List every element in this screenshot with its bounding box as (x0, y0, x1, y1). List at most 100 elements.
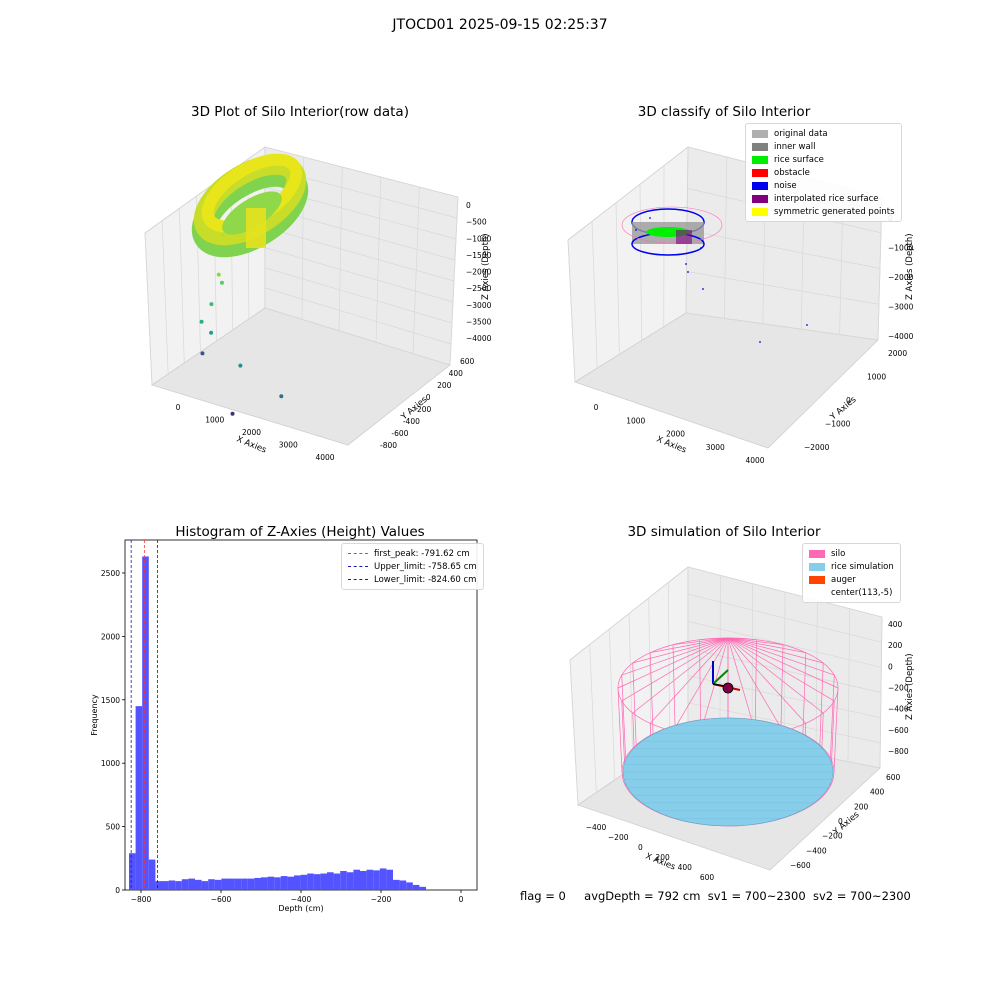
legend-entry: noise (752, 179, 895, 192)
noise-point (700, 247, 702, 249)
classify-y-tick-label: −2000 (804, 443, 830, 452)
sim-z-tick-label: −200 (888, 684, 909, 693)
histogram-bar (214, 879, 222, 890)
silo-wire (672, 644, 676, 726)
silo-wire (819, 662, 824, 746)
histogram-bar (287, 876, 294, 890)
silo-wire (755, 639, 757, 720)
raw-z-tick-label: −1000 (466, 234, 492, 243)
classify-y-tick-label: 0 (846, 396, 851, 405)
histogram-legend: first_peak: -791.62 cm Upper_limit: -758.… (341, 543, 484, 590)
histogram-y-label: Frequency (90, 694, 99, 736)
sim-z-tick-label: 0 (888, 662, 893, 671)
silo-wire (780, 644, 784, 726)
grid-line (686, 229, 881, 269)
raw-y-tick-label: 0 (426, 393, 431, 402)
classify-x-tick-label: 1000 (626, 416, 645, 425)
legend-entry: interpolated rice surface (752, 192, 895, 205)
legend-swatch (752, 181, 768, 190)
legend-label: rice simulation (831, 561, 894, 572)
grid-line (687, 648, 882, 693)
histogram-bar (313, 874, 321, 890)
sim-y-tick-label: −600 (790, 861, 811, 870)
classify-plot-title: 3D classify of Silo Interior (637, 104, 811, 120)
grid-line (615, 202, 620, 355)
x-tick-label: 0 (459, 895, 464, 904)
grid-line (687, 702, 881, 744)
grid-line (589, 644, 597, 793)
y-tick-label: 2000 (101, 632, 120, 641)
raw-x-tick-label: 3000 (279, 441, 298, 450)
histogram-bar (247, 878, 255, 890)
histogram-bar (379, 868, 387, 890)
avg-depth-text: avgDepth = 792 cm (584, 889, 701, 903)
histogram-bar (181, 879, 189, 890)
legend-entry: inner wall (752, 140, 895, 153)
histogram-bar (254, 877, 261, 890)
sim-z-tick-label: 200 (888, 641, 903, 650)
histogram-bar (412, 884, 420, 890)
silo-wire (830, 675, 835, 759)
silo-roof-wire (672, 637, 729, 732)
grid-line (687, 675, 881, 719)
histogram-bar (168, 880, 176, 890)
raw-z-tick-label: −2500 (466, 284, 492, 293)
histogram-bar (320, 873, 327, 890)
classify-x-tick-label: 2000 (666, 430, 685, 439)
raw-point (209, 302, 214, 307)
legend-entry: first_peak: -791.62 cm (348, 547, 477, 560)
histogram-bar (234, 878, 242, 890)
histogram-bar (142, 556, 149, 890)
grid-line (264, 267, 453, 324)
legend-entry: rice simulation (809, 560, 894, 573)
histogram-bar (333, 873, 341, 890)
classify-x-tick-label: 0 (594, 403, 599, 412)
raw-point (216, 272, 221, 277)
sim-y-tick-label: 400 (870, 788, 885, 797)
legend-label: inner wall (774, 141, 816, 152)
grid-line (569, 659, 579, 806)
silo-roof-wire (727, 637, 784, 646)
histogram-bar (208, 879, 215, 890)
legend-swatch (809, 589, 825, 597)
raw-z-tick-label: −4000 (466, 334, 492, 343)
sim-z-tick-label: 400 (888, 620, 903, 629)
y-tick-label: 2500 (101, 569, 120, 578)
histogram-bar (360, 870, 367, 890)
noise-point (687, 271, 689, 273)
noise-point (649, 217, 651, 219)
x-tick-label: −600 (211, 895, 232, 904)
grid-line (608, 628, 616, 781)
raw-point (200, 351, 205, 356)
raw-point (199, 319, 204, 324)
grid-line (567, 239, 576, 383)
raw-point (279, 394, 284, 399)
silo-roof-wire (727, 637, 824, 714)
legend-label: obstacle (774, 167, 810, 178)
histogram-bar (353, 869, 360, 890)
histogram-bar (406, 882, 413, 890)
classify-y-tick-label: −1000 (825, 420, 851, 429)
raw-point (220, 233, 225, 238)
legend-entry: silo (809, 547, 894, 560)
sim-z-tick-label: −600 (888, 726, 909, 735)
y-tick-label: 500 (106, 823, 121, 832)
legend-swatch (809, 549, 825, 558)
silo-wire (699, 639, 701, 720)
noise-point (702, 288, 704, 290)
histogram-bar (307, 873, 314, 890)
noise-point (685, 263, 687, 265)
raw-z-tick-label: −3000 (466, 301, 492, 310)
legend-label: center(113,-5) (831, 587, 893, 598)
silo-wire (649, 652, 654, 734)
silo-roof-wire (727, 637, 835, 676)
sim-y-tick-label: −400 (806, 846, 827, 855)
classify-z-tick-label: −4000 (888, 332, 914, 341)
grid-line (161, 220, 169, 375)
histogram-bar (386, 869, 393, 890)
silo-roof-wire (617, 637, 729, 689)
legend-label: Upper_limit: -758.65 cm (374, 561, 477, 572)
grid-line (687, 566, 883, 618)
raw-ring (191, 153, 309, 258)
